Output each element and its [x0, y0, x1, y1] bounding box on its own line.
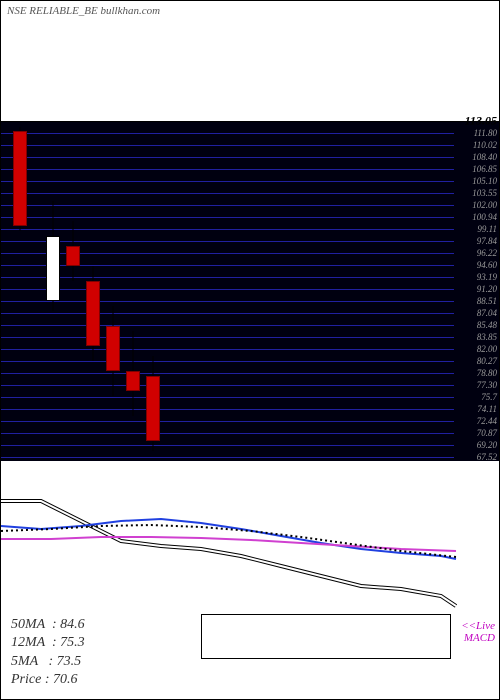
stats-row: 12MA : 75.3: [11, 634, 85, 652]
stats-block: 50MA : 84.612MA : 75.35MA : 73.5Price : …: [11, 616, 85, 689]
gridline: [1, 445, 454, 446]
price-panel: 113.05111.80 110.02 108.40 106.85 105.10 103.…: [1, 21, 499, 461]
gridline: [1, 121, 499, 122]
gridline: [1, 385, 454, 386]
gridline: [1, 277, 454, 278]
candle-body: [146, 376, 160, 441]
macd-svg: [1, 471, 500, 631]
live-text-2: MACD: [464, 632, 495, 644]
price-label: 77.30: [455, 380, 497, 390]
price-label: 108.40: [455, 152, 497, 162]
chart-header: NSE RELIABLE_BE bullkhan.com: [7, 5, 160, 17]
price-label: 74.11: [455, 404, 497, 414]
gridline: [1, 169, 454, 170]
gridline: [1, 133, 454, 134]
price-label: 106.85: [455, 164, 497, 174]
candle-body: [13, 131, 27, 226]
price-label: 85.48: [455, 320, 497, 330]
gridline: [1, 325, 454, 326]
macd-line-magenta: [1, 537, 456, 551]
gridline: [1, 301, 454, 302]
price-label: 94.60: [455, 260, 497, 270]
price-label: 69.20: [455, 440, 497, 450]
price-label: 111.80: [455, 128, 497, 138]
price-label: 82.00: [455, 344, 497, 354]
live-text-1: <<Live: [461, 620, 495, 632]
gridline: [1, 241, 454, 242]
stats-row: 50MA : 84.6: [11, 616, 85, 634]
gridline: [1, 361, 454, 362]
gridline: [1, 289, 454, 290]
price-label: 105.10: [455, 176, 497, 186]
gridline: [1, 457, 454, 458]
stats-row: Price : 70.6: [11, 671, 85, 689]
price-label: 100.94: [455, 212, 497, 222]
gridline: [1, 409, 454, 410]
macd-panel: [1, 471, 499, 631]
gridline: [1, 229, 454, 230]
price-dark-band: [1, 121, 499, 461]
gridline: [1, 313, 454, 314]
stats-row: 5MA : 73.5: [11, 653, 85, 671]
price-label: 88.51: [455, 296, 497, 306]
price-label: 96.22: [455, 248, 497, 258]
gridline: [1, 349, 454, 350]
gridline: [1, 181, 454, 182]
price-label: 78.80: [455, 368, 497, 378]
price-label: 91.20: [455, 284, 497, 294]
price-label: 103.55: [455, 188, 497, 198]
price-label: 113.05: [455, 114, 497, 129]
price-label: 87.04: [455, 308, 497, 318]
candle-body: [126, 371, 140, 391]
price-label: 110.02: [455, 140, 497, 150]
gridline: [1, 421, 454, 422]
price-label: 93.19: [455, 272, 497, 282]
gridline: [1, 157, 454, 158]
price-label: 102.00: [455, 200, 497, 210]
candle-body: [66, 246, 80, 266]
price-label: 99.11: [455, 224, 497, 234]
gridline: [1, 145, 454, 146]
gridline: [1, 433, 454, 434]
gridline: [1, 193, 454, 194]
candle-body: [106, 326, 120, 371]
candle-body: [46, 236, 60, 301]
live-label: <<Live MACD: [461, 620, 495, 644]
candle-body: [86, 281, 100, 346]
gridline: [1, 217, 454, 218]
gridline: [1, 397, 454, 398]
price-label: 72.44: [455, 416, 497, 426]
gridline: [1, 205, 454, 206]
gridline: [1, 373, 454, 374]
price-label: 97.84: [455, 236, 497, 246]
price-label: 83.85: [455, 332, 497, 342]
live-box: [201, 614, 451, 659]
price-label: 70.87: [455, 428, 497, 438]
price-label: 80.27: [455, 356, 497, 366]
gridline: [1, 337, 454, 338]
price-label: 75.7: [455, 392, 497, 402]
price-label: 67.52: [455, 452, 497, 462]
chart-container: NSE RELIABLE_BE bullkhan.com 113.05111.8…: [0, 0, 500, 700]
